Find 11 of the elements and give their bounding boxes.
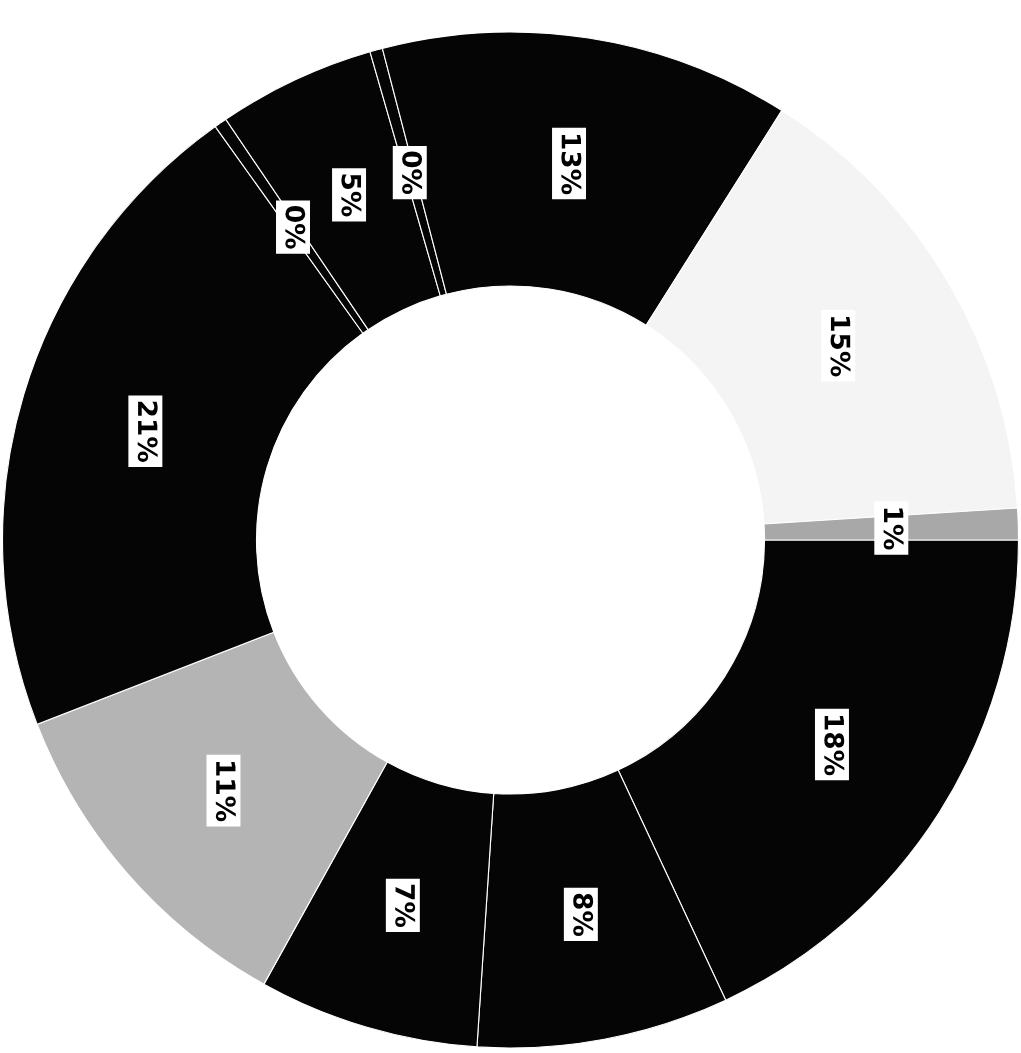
data-label: 5% xyxy=(341,174,362,217)
data-label: 8% xyxy=(573,893,594,937)
data-label: 11% xyxy=(215,761,236,822)
data-label: 15% xyxy=(830,317,851,377)
data-label: 21% xyxy=(137,401,158,462)
data-label: 7% xyxy=(395,884,416,928)
data-label: 0% xyxy=(402,151,423,195)
data-label: 18% xyxy=(824,715,845,776)
data-label: 0% xyxy=(285,206,306,249)
data-label: 13% xyxy=(561,134,582,195)
data-label: 1% xyxy=(883,508,904,550)
